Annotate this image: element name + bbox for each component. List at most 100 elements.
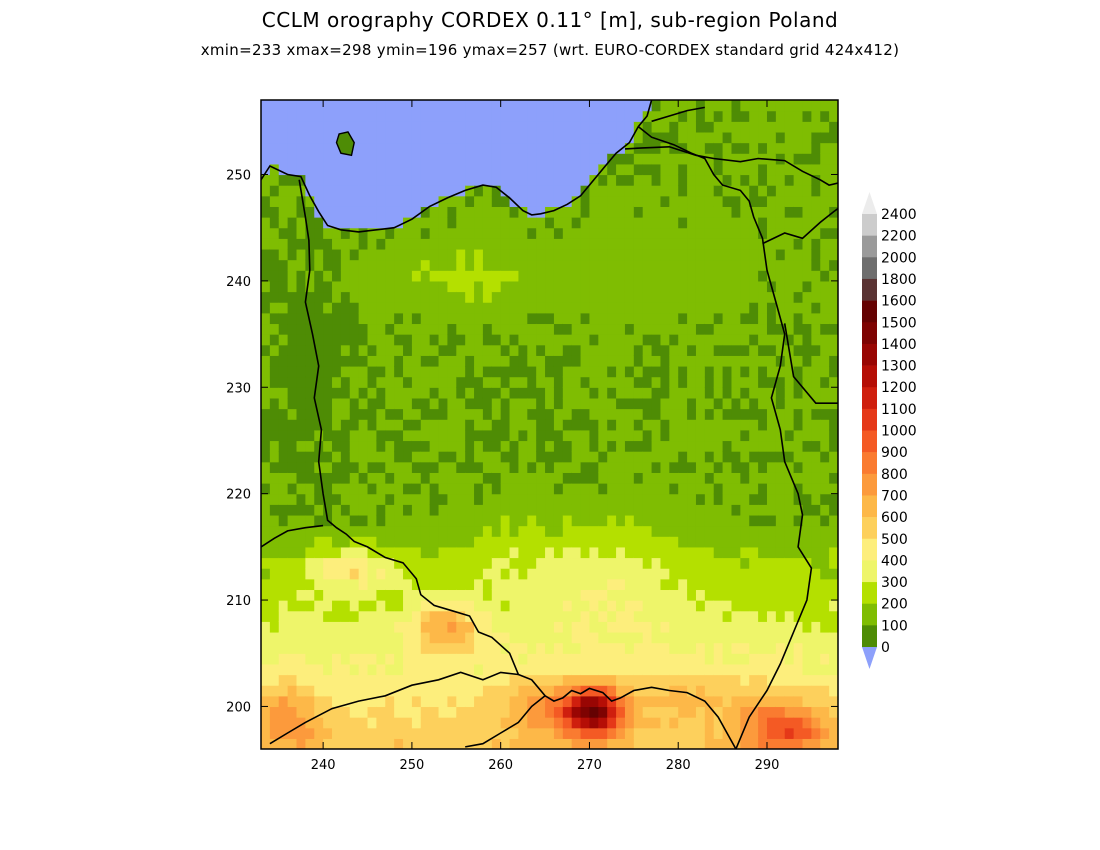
grid-cell [775,514,786,527]
grid-cell [287,536,298,548]
grid-cell [589,334,599,346]
grid-cell [296,397,306,410]
grid-cell [616,334,626,346]
grid-cell [261,610,271,622]
grid-cell [633,578,644,591]
grid-cell [571,557,582,569]
grid-cell [305,451,315,463]
grid-cell [731,323,741,335]
grid-cell [598,323,608,335]
grid-cell [589,206,599,218]
grid-cell [811,259,821,271]
grid-cell [580,376,591,388]
grid-cell [278,631,289,644]
grid-cell [278,355,289,367]
grid-cell [598,727,608,739]
grid-cell [456,217,466,229]
grid-cell [296,653,306,665]
grid-cell [447,248,457,261]
colorbar-box [862,538,877,561]
grid-cell [429,323,440,335]
grid-cell [722,195,733,207]
grid-cell [500,280,511,293]
grid-cell [660,610,670,622]
grid-cell [616,717,626,729]
grid-cell [607,227,617,239]
grid-cell [287,355,298,367]
grid-cell [278,440,289,452]
grid-cell [598,663,608,676]
grid-cell [731,483,741,495]
grid-cell [766,344,777,356]
grid-cell [731,546,741,559]
grid-cell [527,568,537,580]
grid-cell [340,248,351,261]
grid-cell [687,674,697,686]
grid-cell [385,185,395,197]
grid-cell [287,163,298,176]
grid-cell [545,163,555,176]
grid-cell [394,727,404,739]
grid-cell [278,546,289,559]
grid-cell [500,461,511,473]
grid-cell [340,259,351,271]
grid-cell [616,419,626,431]
grid-cell [545,131,555,144]
grid-cell [394,131,404,144]
grid-cell [616,397,626,410]
grid-cell [669,100,679,112]
grid-cell [394,674,404,686]
grid-cell [766,525,777,537]
grid-cell [562,653,573,665]
grid-cell [278,312,289,325]
grid-cell [278,153,289,165]
grid-cell [766,355,777,367]
grid-cell [394,323,404,335]
y-tick-label: 200 [226,700,251,715]
colorbar-box [862,300,877,323]
grid-cell [660,110,670,122]
grid-cell [758,302,768,314]
grid-cell [695,248,706,261]
grid-cell [553,727,564,739]
grid-cell [261,323,271,335]
grid-cell [775,610,786,622]
grid-cell [571,227,582,239]
grid-cell [340,525,351,537]
grid-cell [669,174,679,186]
grid-cell [456,302,466,314]
grid-cell [394,302,404,314]
grid-cell [314,631,324,644]
grid-cell [482,536,493,548]
grid-cell [829,238,838,250]
grid-cell [704,536,715,548]
grid-cell [394,312,404,325]
grid-cell [713,717,724,729]
grid-cell [722,344,733,356]
grid-cell [775,663,786,676]
grid-cell [829,248,838,261]
grid-cell [261,185,271,197]
grid-cell [358,270,369,282]
grid-cell [447,663,457,676]
grid-cell [509,685,520,697]
grid-cell [349,185,360,197]
grid-cell [607,291,617,303]
grid-cell [660,419,670,431]
grid-cell [420,695,431,708]
grid-cell [314,642,324,654]
grid-cell [518,195,528,207]
grid-cell [474,270,484,282]
grid-cell [403,291,413,303]
grid-cell [616,355,626,367]
grid-cell [802,493,812,505]
grid-cell [571,451,582,463]
grid-cell [545,270,555,282]
grid-cell [687,589,697,601]
grid-cell [775,504,786,516]
grid-cell [491,334,502,346]
grid-cell [784,121,795,133]
grid-cell [447,355,457,367]
grid-cell [678,717,688,729]
